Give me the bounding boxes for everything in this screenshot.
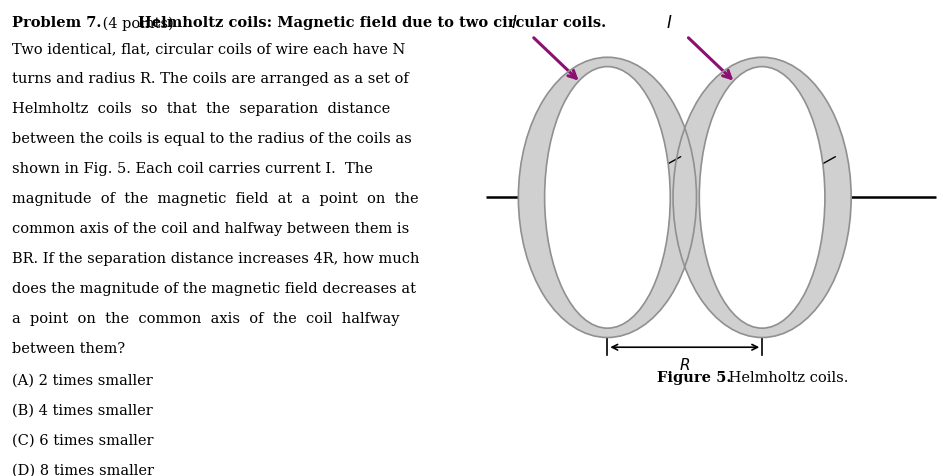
Text: Two identical, flat, circular coils of wire each have N: Two identical, flat, circular coils of w…: [12, 42, 405, 56]
Text: Helmholtz  coils  so  that  the  separation  distance: Helmholtz coils so that the separation d…: [12, 102, 390, 116]
Text: $R$: $R$: [802, 153, 814, 169]
Text: magnitude  of  the  magnetic  field  at  a  point  on  the: magnitude of the magnetic field at a poi…: [12, 192, 419, 206]
Text: $R$: $R$: [679, 357, 690, 373]
Text: (B) 4 times smaller: (B) 4 times smaller: [12, 404, 153, 417]
Text: common axis of the coil and halfway between them is: common axis of the coil and halfway betw…: [12, 222, 409, 236]
Text: Helmholtz coils: Magnetic field due to two circular coils.: Helmholtz coils: Magnetic field due to t…: [138, 16, 606, 30]
Ellipse shape: [700, 67, 825, 328]
Text: $I$: $I$: [511, 15, 518, 32]
Text: Figure 5.: Figure 5.: [656, 371, 731, 385]
Text: (C) 6 times smaller: (C) 6 times smaller: [12, 434, 154, 447]
Text: (A) 2 times smaller: (A) 2 times smaller: [12, 374, 153, 387]
Text: BR. If the separation distance increases 4R, how much: BR. If the separation distance increases…: [12, 252, 420, 266]
Text: a  point  on  the  common  axis  of  the  coil  halfway: a point on the common axis of the coil h…: [12, 312, 400, 326]
Text: (D) 8 times smaller: (D) 8 times smaller: [12, 463, 154, 476]
Text: does the magnitude of the magnetic field decreases at: does the magnitude of the magnetic field…: [12, 282, 416, 296]
Text: Problem 7.: Problem 7.: [12, 16, 102, 30]
Ellipse shape: [545, 67, 670, 328]
Text: turns and radius R. The coils are arranged as a set of: turns and radius R. The coils are arrang…: [12, 72, 409, 86]
Text: between them?: between them?: [12, 342, 125, 356]
Text: between the coils is equal to the radius of the coils as: between the coils is equal to the radius…: [12, 132, 412, 146]
Ellipse shape: [673, 57, 852, 337]
Ellipse shape: [519, 57, 697, 337]
Text: shown in Fig. 5. Each coil carries current I.  The: shown in Fig. 5. Each coil carries curre…: [12, 162, 373, 176]
Text: $I$: $I$: [666, 15, 672, 32]
Text: Helmholtz coils.: Helmholtz coils.: [724, 371, 849, 385]
Text: (4 points): (4 points): [98, 16, 179, 31]
Text: $R$: $R$: [648, 153, 658, 169]
